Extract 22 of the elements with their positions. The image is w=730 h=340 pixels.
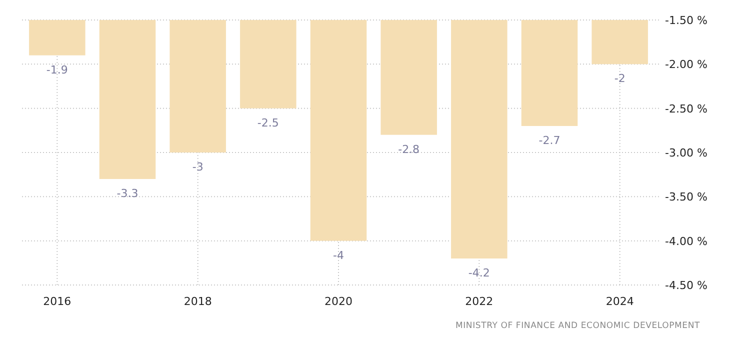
y-tick-label: -4.00 % [665,234,708,248]
y-tick-label: -2.00 % [665,58,708,72]
x-tick-label: 2022 [465,295,494,308]
y-tick-label: -2.50 % [665,102,708,116]
text: MINISTRY OF FINANCE AND ECONOMIC DEVELOPMENT [455,321,701,331]
data-label: -1.9 [46,63,68,76]
data-label: -2.7 [538,134,560,147]
data-label: -3 [192,160,204,174]
data-label: -2.8 [398,142,420,156]
data-label: -3.3 [116,187,138,200]
data-label: -2.5 [257,116,279,130]
data-label: -2 [614,72,626,86]
x-tick-label: 2024 [606,295,634,308]
y-tick-label: -4.50 % [665,279,708,292]
x-tick-label: 2020 [324,295,352,308]
y-tick-label: -1.50 % [665,14,708,27]
y-tick-label: -3.00 % [665,146,708,160]
x-tick-label: 2018 [184,295,212,308]
y-tick-label: -3.50 % [665,190,708,204]
data-label: -4.2 [468,266,490,280]
data-label: -4 [333,248,344,262]
x-tick-label: 2016 [43,295,72,308]
